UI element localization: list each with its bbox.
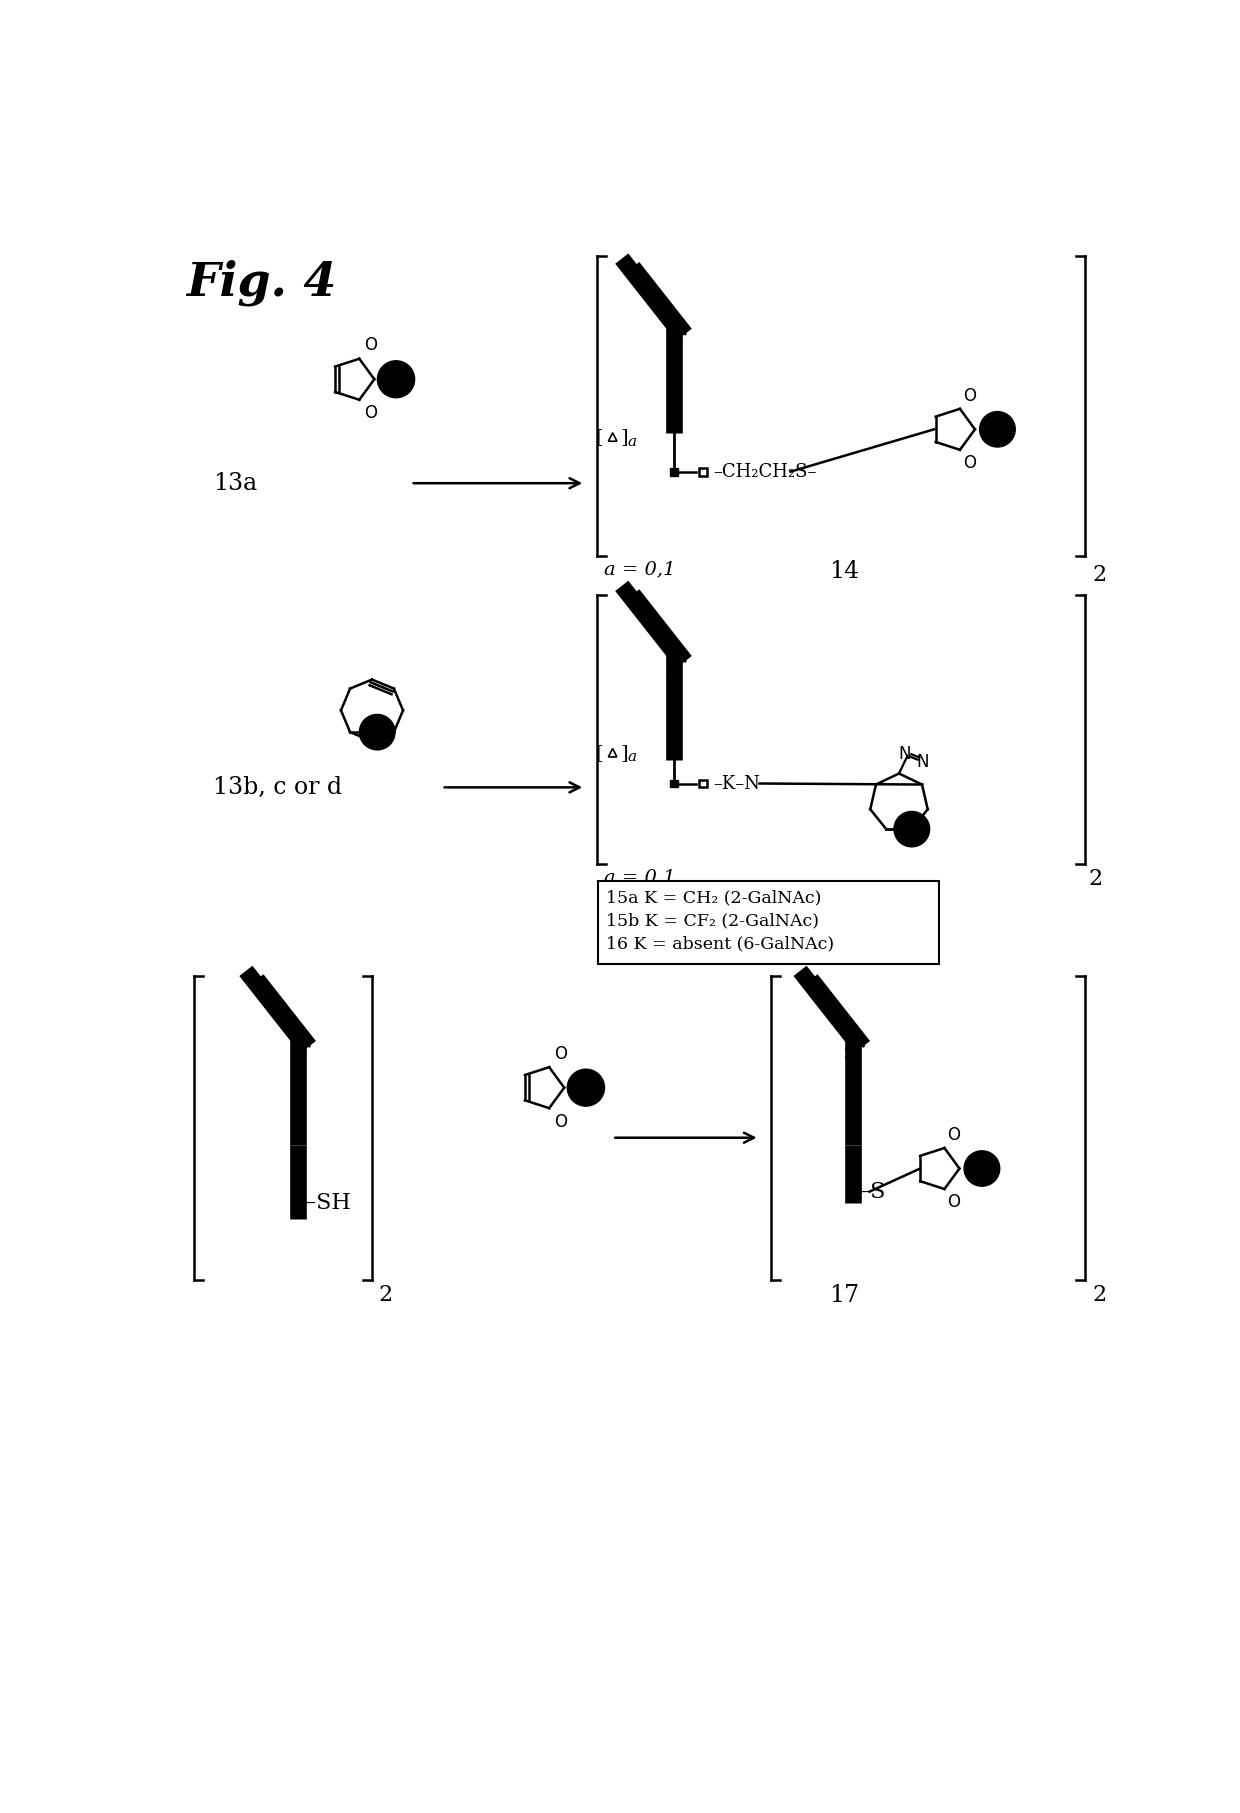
Text: N: N: [963, 1160, 977, 1177]
Text: ]: ]: [621, 743, 629, 761]
Bar: [671, 780, 678, 787]
Text: –CH₂CH₂S–: –CH₂CH₂S–: [713, 462, 816, 480]
Text: 14: 14: [830, 560, 859, 584]
Text: ]: ]: [621, 428, 629, 446]
Text: O: O: [963, 386, 976, 404]
Text: 2: 2: [1092, 1284, 1107, 1305]
Text: –SH: –SH: [305, 1193, 351, 1215]
Circle shape: [965, 1151, 999, 1186]
Text: 15b K = CF₂ (2-GalNAc): 15b K = CF₂ (2-GalNAc): [606, 912, 820, 928]
Text: a = 0,1: a = 0,1: [605, 560, 676, 578]
Text: [: [: [595, 743, 603, 761]
Text: O: O: [963, 453, 976, 471]
Text: N: N: [916, 752, 929, 771]
Circle shape: [360, 714, 396, 751]
Text: O: O: [947, 1193, 961, 1211]
Text: Fig. 4: Fig. 4: [186, 259, 336, 306]
Text: O: O: [365, 335, 377, 354]
Text: O: O: [947, 1126, 961, 1144]
Circle shape: [894, 812, 930, 847]
Text: [: [: [595, 428, 603, 446]
Text: –S: –S: [858, 1180, 885, 1202]
Text: a: a: [627, 751, 637, 765]
Text: 13b, c or d: 13b, c or d: [213, 776, 342, 800]
Bar: [699, 780, 707, 787]
Text: O: O: [365, 404, 377, 422]
Text: a: a: [627, 435, 637, 448]
Text: 16 K = absent (6-GalNAc): 16 K = absent (6-GalNAc): [606, 936, 835, 952]
Text: N: N: [379, 370, 393, 388]
Text: O: O: [554, 1044, 567, 1062]
Text: 2: 2: [1089, 868, 1104, 890]
Text: 2: 2: [1092, 564, 1107, 586]
Text: a = 0,1: a = 0,1: [605, 868, 676, 887]
Text: N: N: [978, 421, 992, 439]
Text: 15a K = CH₂ (2-GalNAc): 15a K = CH₂ (2-GalNAc): [606, 888, 821, 906]
Text: 17: 17: [830, 1284, 859, 1307]
Circle shape: [377, 361, 414, 397]
Circle shape: [980, 412, 1016, 448]
Text: O: O: [554, 1113, 567, 1131]
Circle shape: [568, 1070, 605, 1106]
Bar: [671, 468, 678, 475]
Text: N: N: [898, 745, 910, 763]
Bar: [699, 468, 707, 475]
Text: –K–N: –K–N: [713, 774, 760, 792]
Text: 2: 2: [378, 1284, 392, 1305]
Text: 13a: 13a: [213, 471, 257, 495]
Bar: [598, 881, 940, 965]
Text: N: N: [569, 1079, 583, 1097]
